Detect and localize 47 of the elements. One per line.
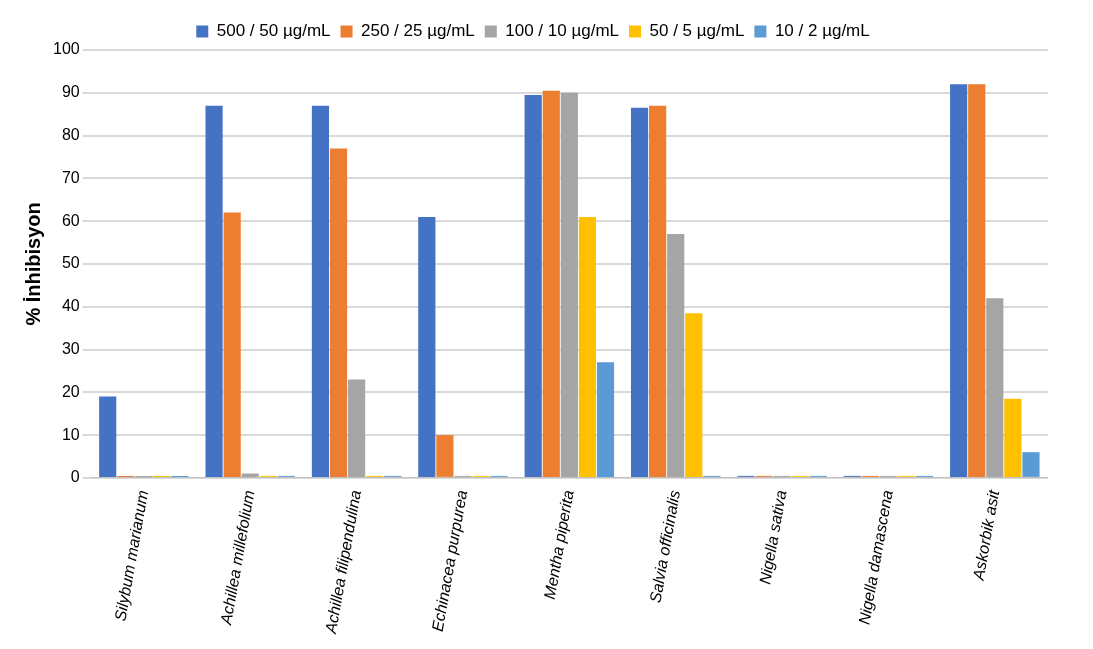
y-tick-label: 50 — [61, 254, 80, 272]
bar — [950, 84, 968, 477]
bar — [560, 92, 578, 477]
bar — [968, 84, 986, 477]
x-tick-label: Silybum marianum — [111, 488, 152, 623]
legend-label: 500 / 50 µg/mL — [216, 21, 331, 41]
y-tick-label: 80 — [61, 125, 80, 143]
bar — [578, 216, 597, 477]
x-tick-label: Echinacea purpurea — [428, 488, 471, 633]
x-tick-label: Mentha piperita — [540, 488, 577, 601]
bar — [630, 107, 649, 477]
y-tick-label: 60 — [61, 211, 80, 229]
y-axis-title: % İnhibisyon — [21, 202, 44, 326]
bar — [667, 233, 685, 477]
legend-label: 250 / 25 µg/mL — [361, 21, 475, 41]
bar — [524, 94, 542, 477]
bar — [542, 90, 560, 477]
x-tick-label: Achillea millefolium — [217, 488, 258, 627]
bar — [205, 105, 223, 477]
x-tick-label: Salvia officinalis — [646, 488, 684, 604]
bar — [348, 379, 366, 477]
bar — [329, 148, 348, 477]
legend-label: 10 / 2 µg/mL — [774, 21, 870, 41]
bar — [596, 362, 615, 477]
bar — [418, 216, 436, 477]
y-tick-label: 100 — [52, 40, 80, 58]
y-tick-label: 0 — [70, 468, 80, 486]
bar — [649, 105, 667, 477]
y-tick-label: 10 — [61, 425, 80, 443]
bar — [241, 473, 259, 477]
bar — [986, 298, 1004, 477]
y-tick-label: 90 — [61, 83, 80, 101]
bar — [311, 105, 330, 477]
x-tick-label: Achillea filipendulina — [321, 488, 364, 636]
bar — [223, 212, 241, 477]
x-tick-label: Askorbik asit — [969, 488, 1003, 583]
x-tick-label: Nigella damascena — [855, 488, 896, 626]
y-tick-label: 30 — [61, 339, 80, 357]
bar — [1004, 398, 1022, 477]
y-tick-label: 20 — [61, 382, 80, 400]
legend-label: 100 / 10 µg/mL — [505, 21, 620, 41]
bar — [685, 313, 703, 477]
y-tick-label: 70 — [61, 168, 80, 186]
x-tick-label: Nigella sativa — [756, 488, 790, 586]
bar — [99, 396, 117, 477]
legend-label: 50 / 5 µg/mL — [649, 21, 745, 41]
y-tick-label: 40 — [61, 297, 80, 315]
